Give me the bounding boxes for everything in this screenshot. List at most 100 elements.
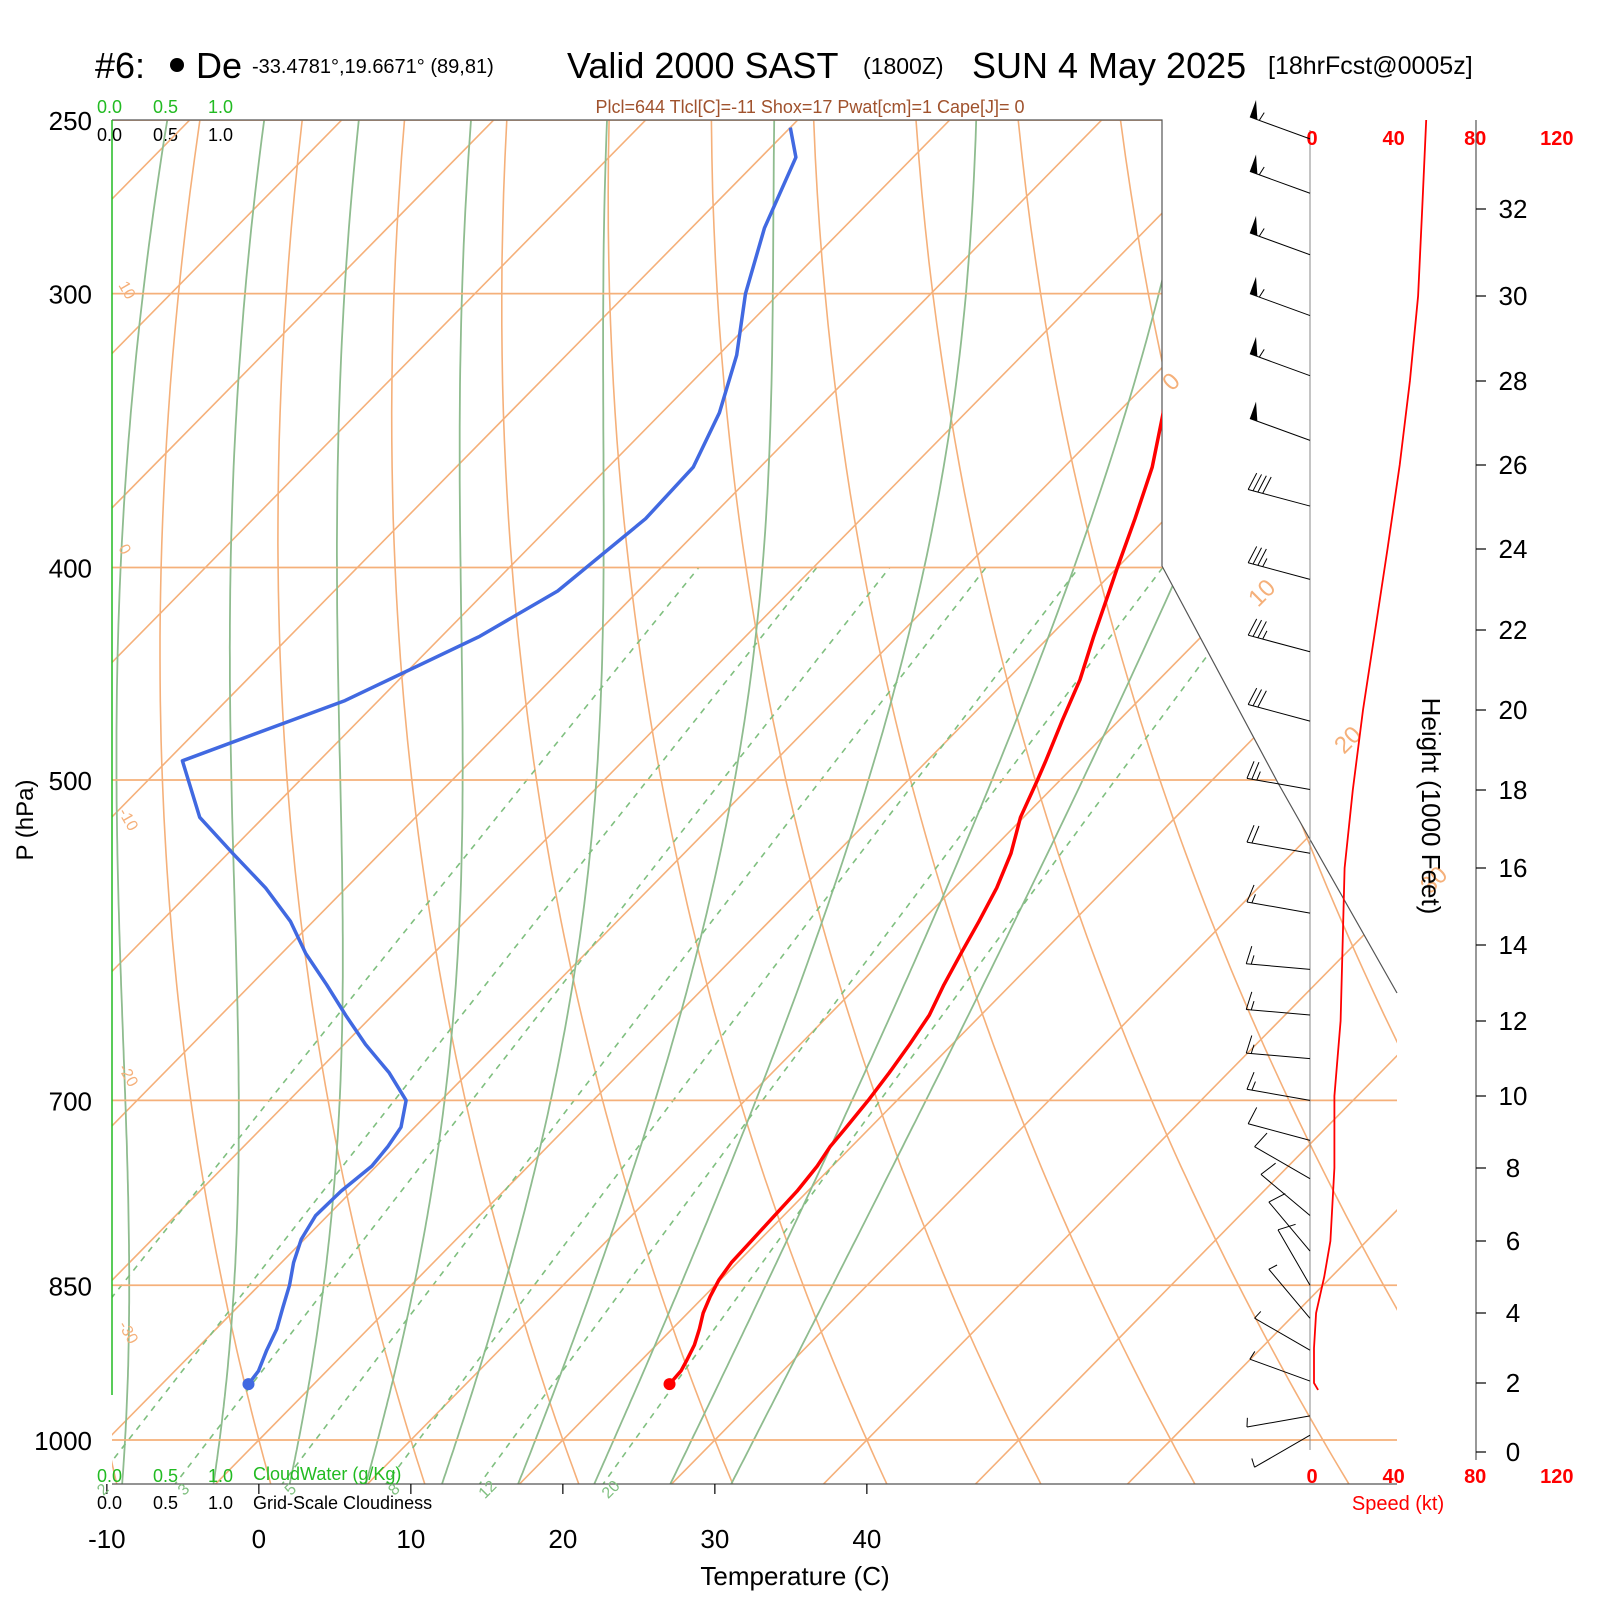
wind-barb-staff bbox=[1246, 1009, 1310, 1015]
isotherm-line bbox=[821, 120, 1600, 1486]
wind-barb-pennant bbox=[1250, 402, 1258, 422]
wind-barb bbox=[1248, 546, 1310, 579]
wind-barb-half bbox=[1263, 558, 1267, 566]
isotherm-line bbox=[0, 120, 1254, 1486]
height-tick-label: 6 bbox=[1506, 1226, 1520, 1256]
wind-barb-half bbox=[1259, 289, 1264, 297]
bottom-cw-tick-2: 1.0 bbox=[208, 1466, 233, 1486]
wind-barb-half bbox=[1259, 167, 1264, 175]
speed-tick-top: 0 bbox=[1306, 128, 1317, 150]
dry-adiabat-label: -20 bbox=[115, 1062, 141, 1091]
wind-barb bbox=[1247, 825, 1310, 853]
height-tick-label: 4 bbox=[1506, 1298, 1520, 1328]
height-tick-label: 0 bbox=[1506, 1437, 1520, 1467]
height-tick-label: 14 bbox=[1499, 930, 1528, 960]
wind-barb-staff bbox=[1250, 354, 1310, 376]
isotherm-line bbox=[1125, 120, 1600, 1486]
wind-barb-staff bbox=[1246, 964, 1310, 970]
wind-barb-half bbox=[1259, 113, 1264, 121]
isotherm-line bbox=[669, 120, 1600, 1486]
dry-adiabat-line bbox=[160, 120, 271, 1487]
isotherm-line bbox=[0, 120, 798, 1486]
wind-barb-staff bbox=[1248, 705, 1310, 722]
moist-adiabat-line bbox=[289, 120, 359, 1487]
speed-tick-bottom: 40 bbox=[1382, 1466, 1404, 1488]
wind-barb-staff bbox=[1247, 902, 1310, 913]
wind-barb bbox=[1278, 1224, 1310, 1285]
surface-temperature-dot bbox=[664, 1378, 676, 1390]
speed-axis-title: Speed (kt) bbox=[1352, 1493, 1444, 1515]
station-number: #6: bbox=[95, 45, 145, 86]
dry-adiabat-line bbox=[1325, 120, 1600, 1487]
wind-barb-staff bbox=[1250, 294, 1310, 316]
wind-barb bbox=[1269, 1194, 1310, 1252]
wind-barb-full bbox=[1269, 1194, 1285, 1203]
moist-adiabat-line bbox=[593, 120, 976, 1487]
height-tick-label: 32 bbox=[1499, 194, 1528, 224]
wind-barb bbox=[1250, 154, 1310, 193]
top-cw-tick-1: 0.5 bbox=[153, 97, 178, 117]
wind-barb-staff bbox=[1250, 233, 1310, 255]
height-tick-label: 12 bbox=[1499, 1006, 1528, 1036]
wind-barb bbox=[1246, 946, 1310, 969]
wind-barb-staff bbox=[1278, 1230, 1310, 1285]
wind-barb-staff bbox=[1248, 563, 1310, 580]
height-tick-label: 28 bbox=[1499, 366, 1528, 396]
pressure-tick-label: 400 bbox=[49, 554, 92, 584]
temperature-tick-label: 30 bbox=[700, 1524, 729, 1554]
wind-barb-pennant bbox=[1250, 277, 1258, 297]
wind-barb-staff bbox=[1247, 1416, 1310, 1427]
wind-barb bbox=[1250, 402, 1310, 441]
wind-barb-staff bbox=[1247, 1089, 1310, 1100]
moist-adiabat-line bbox=[730, 120, 1358, 1487]
wind-barb-staff bbox=[1269, 1269, 1310, 1318]
isotherm-line bbox=[0, 120, 950, 1486]
pressure-tick-label: 300 bbox=[49, 280, 92, 310]
wind-barb bbox=[1248, 688, 1310, 721]
bottom-cw-tick-0: 0.0 bbox=[97, 1466, 122, 1486]
valid-date: SUN 4 May 2025 bbox=[972, 45, 1246, 86]
bottom-cloudwater-scale: 0.0 0.5 1.0 CloudWater (g/Kg) bbox=[97, 1464, 401, 1486]
wind-barb-full bbox=[1246, 992, 1252, 1010]
moist-adiabat-line bbox=[365, 120, 471, 1487]
wind-barb bbox=[1250, 216, 1310, 255]
wind-barb bbox=[1250, 100, 1310, 139]
wind-barb-half bbox=[1251, 955, 1254, 964]
wind-barb-staff bbox=[1248, 635, 1310, 652]
wind-barb-staff bbox=[1248, 490, 1310, 507]
cloudiness-label: Grid-Scale Cloudiness bbox=[253, 1493, 432, 1513]
wind-barb-half bbox=[1263, 631, 1267, 639]
isotherm-label: 10 bbox=[1243, 574, 1281, 612]
top-cl-tick-2: 1.0 bbox=[208, 125, 233, 145]
top-cl-tick-0: 0.0 bbox=[97, 125, 122, 145]
wind-barb bbox=[1246, 992, 1310, 1015]
dry-adiabat-line bbox=[392, 120, 580, 1487]
moist-adiabat-line bbox=[517, 120, 774, 1487]
wind-barb-pennant bbox=[1250, 216, 1258, 236]
height-tick-label: 10 bbox=[1499, 1081, 1528, 1111]
wind-barb-pennant bbox=[1250, 154, 1258, 174]
wind-barb bbox=[1248, 619, 1310, 652]
wind-barb-staff bbox=[1246, 1053, 1310, 1059]
bottom-cw-tick-1: 0.5 bbox=[153, 1466, 178, 1486]
pressure-tick-label: 700 bbox=[49, 1086, 92, 1116]
moist-adiabat-line bbox=[213, 120, 264, 1487]
mixing-ratio-line bbox=[92, 568, 817, 1487]
bottom-cloudiness-scale: 0.0 0.5 1.0 Grid-Scale Cloudiness bbox=[97, 1493, 432, 1513]
height-axis-title: Height (1000 Feet) bbox=[1416, 698, 1446, 915]
height-tick-label: 22 bbox=[1499, 615, 1528, 645]
wind-barb-half bbox=[1251, 1001, 1254, 1010]
dry-adiabat-line bbox=[1530, 120, 1600, 1487]
mixing-ratio-line bbox=[478, 568, 1163, 1487]
station-name: De bbox=[196, 45, 242, 86]
dry-adiabat-line bbox=[278, 120, 426, 1487]
wind-barb bbox=[1269, 1265, 1310, 1318]
pressure-tick-label: 500 bbox=[49, 766, 92, 796]
y-axis-title: P (hPa) bbox=[12, 780, 39, 861]
speed-tick-bottom: 0 bbox=[1306, 1466, 1317, 1488]
height-tick-label: 30 bbox=[1499, 281, 1528, 311]
top-cw-tick-2: 1.0 bbox=[208, 97, 233, 117]
speed-tick-top: 80 bbox=[1464, 128, 1486, 150]
bottom-cl-tick-2: 1.0 bbox=[208, 1493, 233, 1513]
x-axis-title: Temperature (C) bbox=[700, 1561, 889, 1591]
